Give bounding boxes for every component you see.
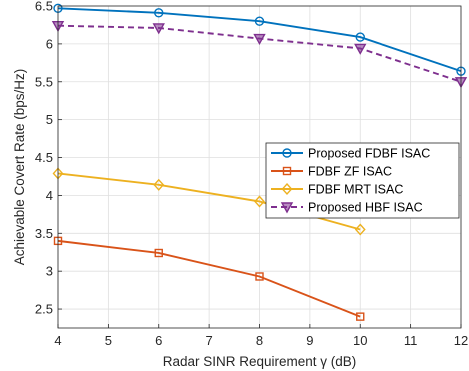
x-tick-label: 9 [306,333,313,348]
x-tick-label: 8 [256,333,263,348]
y-tick-label: 6 [46,36,53,51]
data-point-marker [154,8,164,18]
series-line [57,239,361,318]
legend-label: Proposed FDBF ISAC [308,147,430,161]
x-tick-label: 5 [105,333,112,348]
data-point-marker [356,312,365,321]
y-tick-label: 4 [46,188,53,203]
x-tick-label: 6 [155,333,162,348]
data-point-marker [152,23,165,35]
y-tick-label: 4.5 [35,150,53,165]
data-point-marker [354,43,367,55]
x-axis-title: Radar SINR Requirement γ (dB) [163,354,357,369]
legend-box [265,142,460,219]
data-point-marker [154,248,163,258]
y-tick-label: 3.5 [35,226,53,241]
y-tick-label: 2.5 [35,302,53,317]
y-tick-label: 3 [46,264,53,279]
legend-label: Proposed HBF ISAC [308,201,423,215]
series-line [57,7,462,73]
x-tick-label: 4 [54,333,61,348]
data-point-marker [253,33,266,46]
legend-marker [282,166,292,176]
legend-marker [282,148,292,158]
data-point-marker [354,223,366,236]
y-tick-label: 6.5 [35,0,53,14]
data-point-marker [255,272,264,281]
y-tick-label: 5.5 [35,74,53,89]
legend: Proposed FDBF ISAC FDBF ZF ISAC FDBF MRT I… [265,142,460,219]
data-point-marker [254,16,265,26]
ticks: 4 5 6 7 8 9 10 11 12 2.5 3 3.5 4 4.5 5 5.5 6 6.5 [35,0,468,348]
legend-label: FDBF ZF ISAC [308,165,392,179]
legend-label: FDBF MRT ISAC [308,183,403,197]
data-point-marker [254,195,265,208]
legend-marker [281,182,293,196]
data-point-marker [355,32,365,42]
data-point-marker [153,178,165,191]
x-tick-label: 10 [353,333,367,348]
legend-marker [280,202,294,214]
y-tick-label: 5 [46,112,53,127]
x-tick-label: 11 [404,333,418,348]
series-group [51,3,468,321]
x-tick-label: 12 [454,333,468,348]
y-axis-title: Achievable Covert Rate (bps/Hz) [12,69,27,266]
x-tick-label: 7 [206,333,213,348]
